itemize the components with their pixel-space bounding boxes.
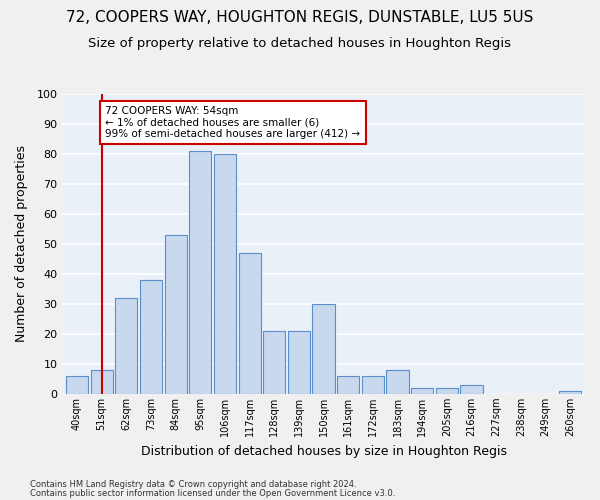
Bar <box>460 385 482 394</box>
Text: Contains HM Land Registry data © Crown copyright and database right 2024.: Contains HM Land Registry data © Crown c… <box>30 480 356 489</box>
Bar <box>263 331 286 394</box>
X-axis label: Distribution of detached houses by size in Houghton Regis: Distribution of detached houses by size … <box>140 444 506 458</box>
Bar <box>66 376 88 394</box>
Text: Contains public sector information licensed under the Open Government Licence v3: Contains public sector information licen… <box>30 488 395 498</box>
Bar <box>115 298 137 394</box>
Bar <box>411 388 433 394</box>
Text: 72 COOPERS WAY: 54sqm
← 1% of detached houses are smaller (6)
99% of semi-detach: 72 COOPERS WAY: 54sqm ← 1% of detached h… <box>106 106 361 139</box>
Bar <box>164 235 187 394</box>
Text: 72, COOPERS WAY, HOUGHTON REGIS, DUNSTABLE, LU5 5US: 72, COOPERS WAY, HOUGHTON REGIS, DUNSTAB… <box>67 10 533 25</box>
Bar <box>91 370 113 394</box>
Bar <box>386 370 409 394</box>
Y-axis label: Number of detached properties: Number of detached properties <box>15 146 28 342</box>
Bar <box>214 154 236 394</box>
Bar <box>313 304 335 394</box>
Bar <box>337 376 359 394</box>
Bar <box>362 376 384 394</box>
Bar <box>436 388 458 394</box>
Bar <box>189 151 211 394</box>
Bar <box>288 331 310 394</box>
Bar <box>140 280 162 394</box>
Bar <box>559 391 581 394</box>
Bar <box>239 253 261 394</box>
Text: Size of property relative to detached houses in Houghton Regis: Size of property relative to detached ho… <box>89 38 511 51</box>
